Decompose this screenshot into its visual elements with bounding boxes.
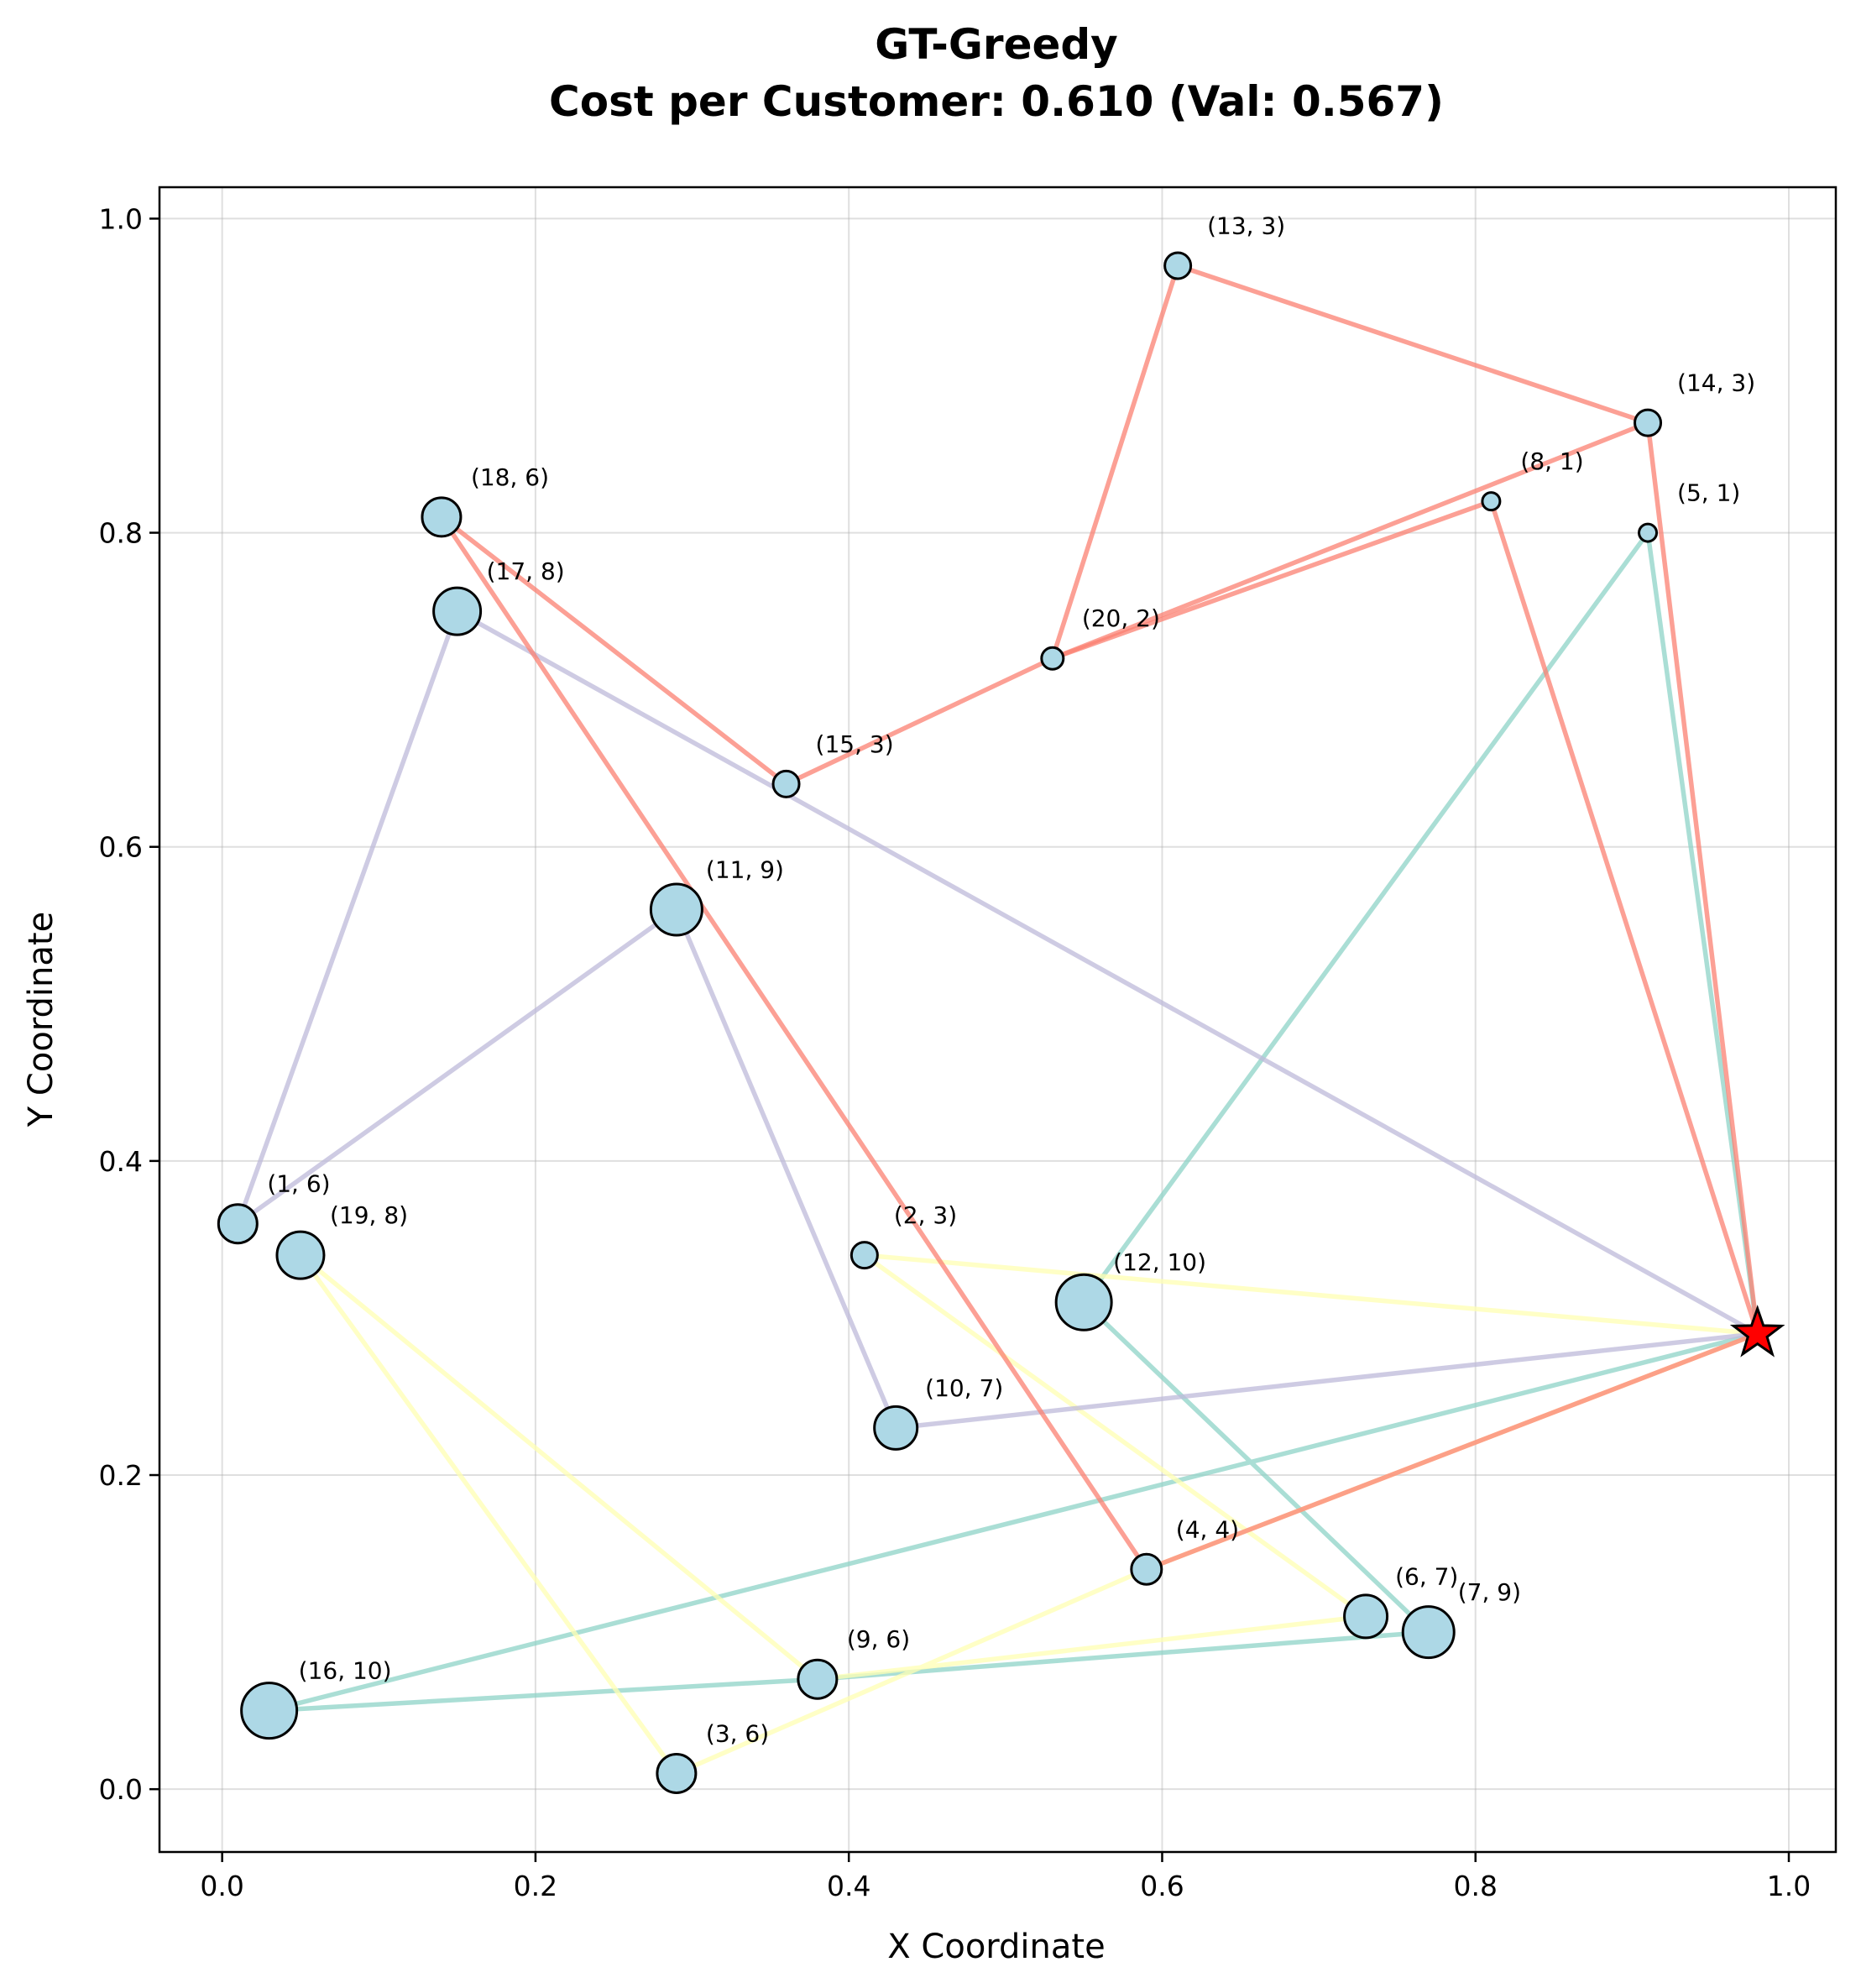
route-line [266, 530, 1760, 1713]
customer-marker [1130, 1552, 1163, 1586]
x-axis-label: X Coordinate [887, 1928, 1105, 1966]
x-tick-label: 0.0 [200, 1870, 243, 1902]
x-tick-label: 1.0 [1767, 1870, 1811, 1902]
plot-frame [158, 186, 1837, 1854]
customer-label: (10, 7) [925, 1374, 1003, 1402]
x-tick-label: 0.8 [1453, 1870, 1497, 1902]
customer-marker [797, 1658, 839, 1700]
y-tick-label: 0.6 [99, 831, 143, 864]
customer-label: (17, 8) [487, 557, 565, 585]
depot-star-marker [1729, 1305, 1785, 1358]
customer-label: (19, 8) [330, 1201, 408, 1229]
customer-label: (7, 9) [1458, 1578, 1521, 1606]
customer-label: (2, 3) [894, 1201, 957, 1229]
customer-marker [1481, 491, 1502, 512]
ticks: 0.0 0.2 0.4 0.6 0.8 1.0 0.0 0.2 0.4 0.6 0.8 1.0 [99, 202, 1811, 1902]
y-tick-label: 0.0 [99, 1773, 143, 1806]
customer-label: (11, 9) [706, 856, 784, 884]
customer-label: (20, 2) [1082, 604, 1160, 632]
y-tick-label: 1.0 [99, 202, 143, 235]
customer-marker [873, 1405, 919, 1451]
customer-label: (1, 6) [267, 1170, 330, 1198]
y-tick-label: 0.8 [99, 517, 143, 550]
customer-marker [1401, 1605, 1456, 1660]
customer-label: (18, 6) [471, 463, 549, 491]
x-tick-label: 0.4 [827, 1870, 870, 1902]
customer-marker [771, 769, 801, 798]
customer-marker [1343, 1593, 1389, 1640]
chart-title: GT-Greedy [875, 20, 1118, 69]
chart-subtitle: Cost per Customer: 0.610 (Val: 0.567) [549, 77, 1444, 126]
customer-marker [1163, 251, 1193, 280]
customer-label: (12, 10) [1113, 1248, 1206, 1276]
customer-marker [649, 882, 703, 937]
route-line [1050, 263, 1760, 1337]
grid [159, 187, 1836, 1852]
depot [1729, 1305, 1785, 1358]
customer-marker [421, 496, 463, 538]
route-line [439, 499, 1760, 1572]
customer-marker [240, 1682, 299, 1740]
customer-label: (8, 1) [1520, 447, 1583, 475]
customer-label: (3, 6) [706, 1719, 769, 1747]
x-tick-label: 0.2 [514, 1870, 557, 1902]
customer-marker [1634, 408, 1663, 437]
customer-marker [217, 1203, 259, 1245]
customer-marker [1054, 1273, 1113, 1331]
y-tick-label: 0.4 [99, 1145, 143, 1178]
customer-label: (6, 7) [1395, 1562, 1458, 1590]
customers: (1, 6) (2, 3) (3, 6) (4, 4) (5, 1) (6, 7)(7, … [217, 212, 1755, 1794]
routes [235, 263, 1760, 1776]
customer-label: (15, 3) [816, 730, 894, 758]
route-line [298, 1253, 1760, 1776]
route-line [235, 609, 1760, 1431]
customer-label: (16, 10) [299, 1657, 392, 1685]
customer-label: (5, 1) [1677, 479, 1740, 507]
customer-marker [1638, 522, 1659, 543]
x-tick-label: 0.6 [1140, 1870, 1184, 1902]
customer-label: (14, 3) [1677, 369, 1755, 397]
customer-marker [275, 1230, 326, 1280]
customer-marker [432, 586, 483, 636]
customer-label: (9, 6) [847, 1625, 910, 1653]
y-axis-label: Y Coordinate [22, 912, 60, 1127]
customer-marker [656, 1752, 698, 1794]
customer-marker [1040, 646, 1065, 671]
customer-label: (13, 3) [1207, 212, 1285, 240]
customer-marker [849, 1241, 879, 1270]
customer-label: (4, 4) [1176, 1515, 1239, 1543]
y-tick-label: 0.2 [99, 1459, 143, 1492]
